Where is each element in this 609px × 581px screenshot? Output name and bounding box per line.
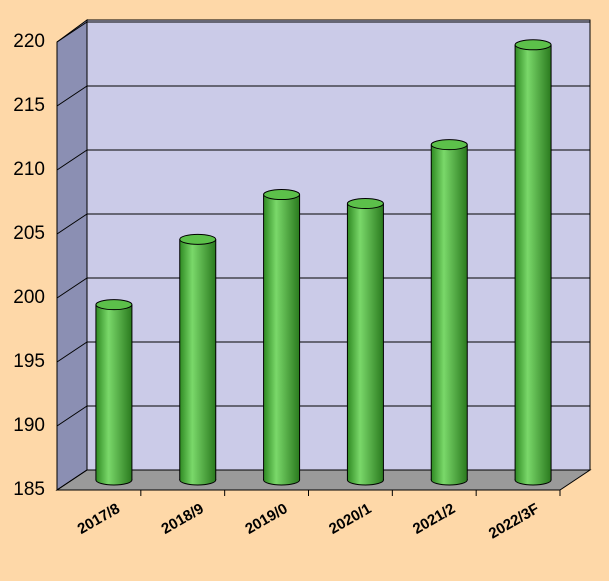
y-tick-label: 200	[13, 287, 45, 308]
grid-line	[56, 213, 88, 235]
floor	[55, 469, 592, 491]
back-wall	[86, 19, 591, 471]
bar	[347, 203, 384, 480]
y-tick-label: 205	[13, 223, 45, 244]
grid-line	[56, 21, 88, 43]
bars	[95, 39, 552, 486]
grid-line	[56, 85, 88, 107]
bar	[179, 239, 216, 480]
bar-top	[179, 233, 217, 245]
y-tick-label: 220	[13, 31, 45, 52]
grid-line	[56, 405, 88, 427]
bar	[431, 144, 468, 480]
bar-top	[95, 299, 133, 311]
grid-line	[56, 149, 88, 171]
y-tick-label: 215	[13, 95, 45, 116]
y-tick-label: 190	[13, 415, 45, 436]
y-tick-label: 185	[13, 479, 45, 500]
bar-top	[514, 39, 552, 51]
y-tick-label: 210	[13, 159, 45, 180]
grid-line	[56, 469, 88, 491]
bar	[95, 304, 132, 480]
bar	[515, 44, 552, 481]
grid-line	[56, 277, 88, 299]
bar-top	[346, 198, 384, 210]
y-tick-label: 195	[13, 351, 45, 372]
grid	[56, 21, 590, 496]
bar	[263, 194, 300, 480]
bar-top	[430, 139, 468, 151]
side-wall	[56, 19, 88, 491]
grid-line	[56, 341, 88, 363]
bar-top	[263, 189, 301, 201]
